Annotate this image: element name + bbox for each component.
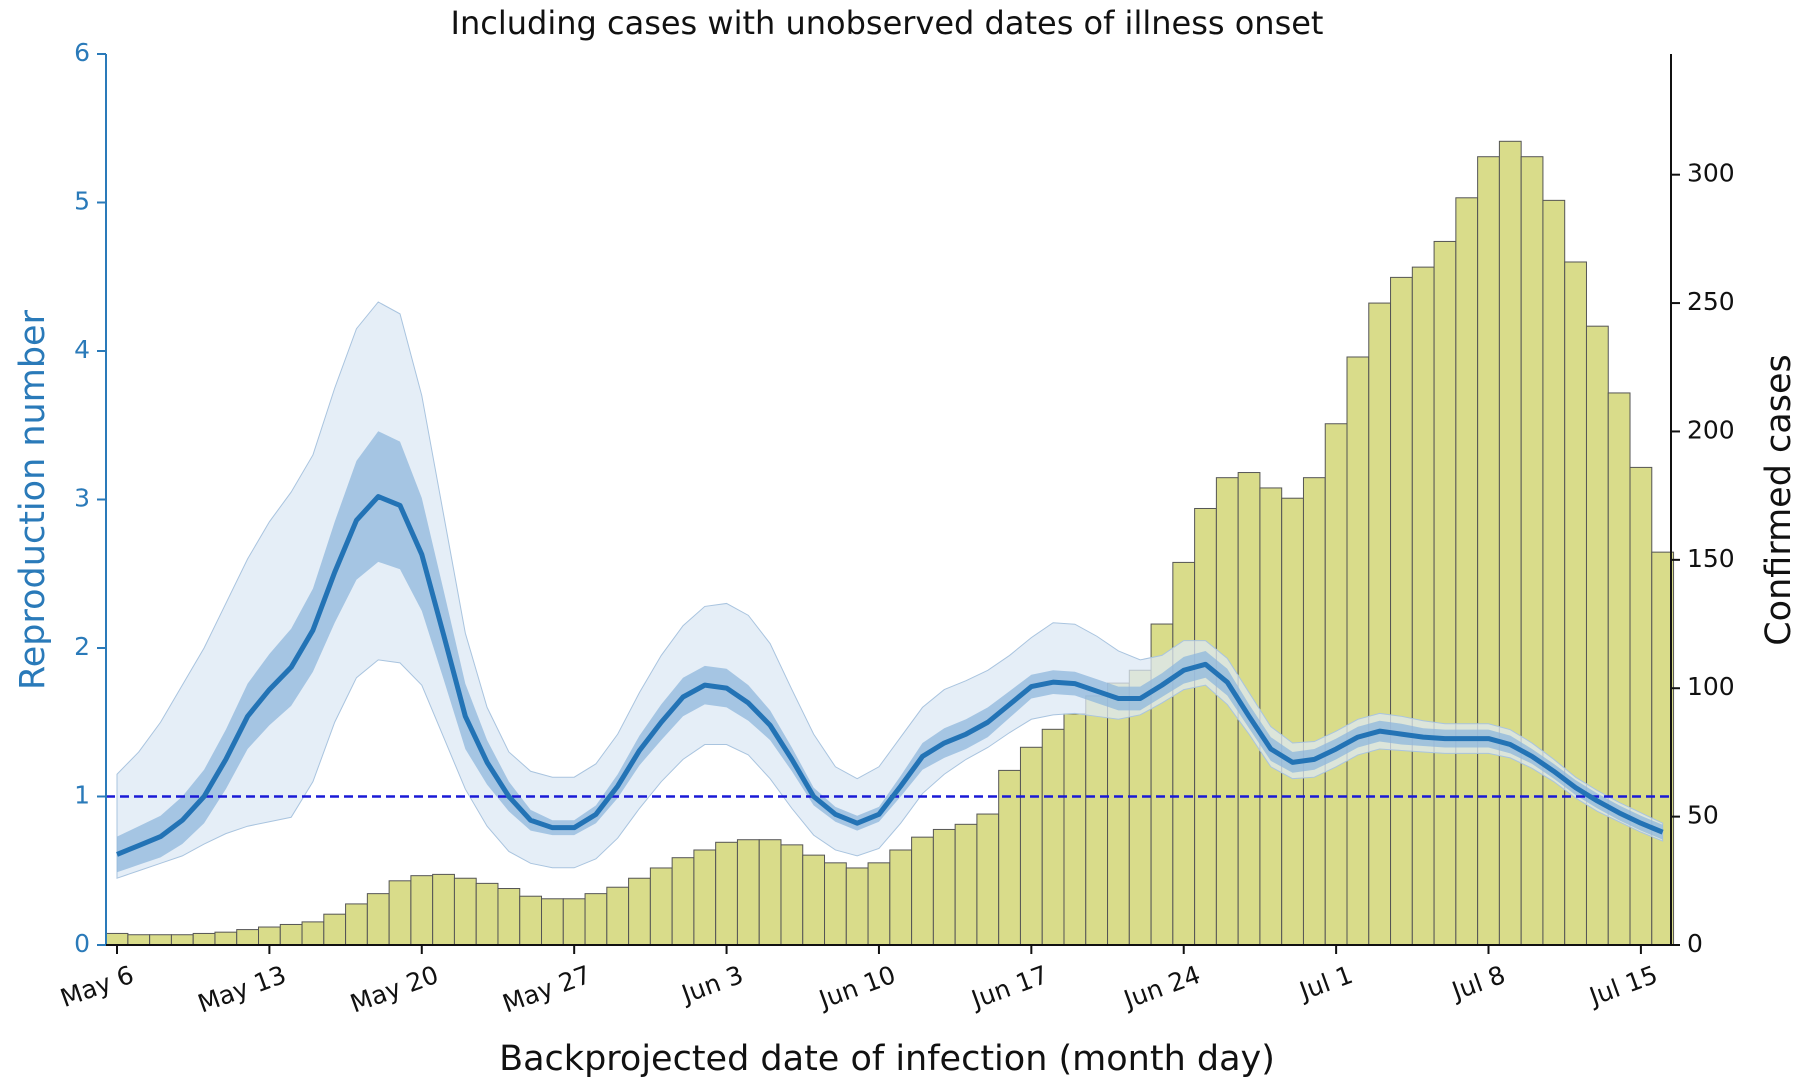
y2-axis-label: Confirmed cases (1759, 354, 1799, 646)
bar (192, 932, 216, 946)
y2-tick-label: 100 (1687, 672, 1735, 701)
bar (693, 849, 717, 946)
bar (366, 893, 390, 946)
bar (1019, 746, 1043, 946)
y-tick-label: 0 (74, 929, 90, 958)
y-axis-label: Reproduction number (13, 309, 53, 690)
bar (149, 934, 172, 946)
bar (301, 921, 325, 946)
bar (1346, 356, 1370, 946)
ci-50-band (117, 431, 1663, 873)
bar (519, 895, 543, 946)
bar (1542, 199, 1566, 946)
x-tick-label: Jun 17 (966, 960, 1052, 1015)
bar (780, 844, 804, 946)
x-tick-label: May 6 (57, 960, 138, 1013)
bar (1085, 695, 1109, 946)
bar (432, 873, 455, 946)
ci-95-band (116, 301, 1664, 879)
bar (1629, 466, 1653, 946)
bar (715, 841, 738, 946)
bar (628, 877, 651, 946)
bar (1498, 140, 1522, 946)
bar (279, 923, 303, 946)
x-tick-label: Jul 8 (1446, 960, 1509, 1006)
bar (1172, 561, 1196, 946)
bar (1520, 156, 1544, 946)
bar (105, 932, 129, 946)
y2-tick-label: 200 (1687, 415, 1735, 444)
bar (1585, 325, 1609, 946)
y2-tick-label: 250 (1687, 287, 1735, 316)
bar (1302, 477, 1326, 946)
bar (388, 880, 412, 946)
y2-tick-label: 150 (1687, 544, 1735, 573)
y-tick-label: 2 (74, 632, 90, 661)
bar (410, 875, 434, 946)
bar (845, 867, 869, 946)
bar (671, 857, 695, 946)
bar (824, 862, 847, 946)
bar (932, 828, 956, 946)
bar (802, 854, 826, 946)
y-tick-label: 3 (74, 484, 90, 513)
bar (606, 886, 630, 946)
bar (323, 913, 347, 946)
x-tick-label: Jun 3 (676, 960, 747, 1009)
bar (1433, 240, 1457, 946)
bar (1041, 728, 1065, 946)
bar (584, 893, 608, 946)
bar (1564, 261, 1587, 946)
bar (345, 903, 368, 946)
bar (214, 931, 238, 946)
bar (1107, 682, 1130, 946)
bar (453, 877, 477, 946)
bar (170, 934, 194, 946)
bar (1281, 497, 1304, 946)
x-tick-label: May 27 (499, 960, 595, 1019)
x-tick-label: May 13 (194, 960, 290, 1019)
bar (1368, 302, 1392, 946)
x-tick-label: Jun 24 (1118, 960, 1204, 1015)
x-tick-label: Jul 1 (1294, 960, 1357, 1006)
y-tick-label: 5 (74, 187, 90, 216)
bar (541, 898, 564, 946)
bar (1390, 276, 1413, 946)
y-tick-label: 6 (74, 38, 90, 67)
bar (1455, 197, 1479, 946)
y2-tick-label: 50 (1687, 801, 1719, 830)
bar (1324, 423, 1348, 946)
bar (911, 836, 934, 946)
bar (1411, 266, 1435, 946)
bar (736, 839, 760, 946)
bar (1063, 713, 1087, 946)
bar (258, 926, 281, 946)
bar (1194, 507, 1217, 946)
bar (889, 849, 913, 946)
x-tick-label: May 20 (346, 960, 442, 1019)
y-tick-label: 4 (74, 335, 90, 364)
bar (1477, 156, 1500, 946)
bar (562, 898, 586, 946)
y2-tick-label: 300 (1687, 159, 1735, 188)
bar (236, 929, 260, 946)
y2-tick-label: 0 (1687, 929, 1703, 958)
y-tick-label: 1 (74, 781, 90, 810)
bar (475, 882, 499, 946)
bar (976, 813, 1000, 946)
chart-title: Including cases with unobserved dates of… (451, 4, 1324, 42)
bar (649, 867, 673, 946)
bar (867, 862, 891, 946)
bar (127, 934, 151, 946)
x-axis-label: Backprojected date of infection (month d… (499, 1039, 1275, 1079)
bar (497, 888, 521, 946)
median-line (116, 494, 1664, 857)
x-tick-label: Jul 15 (1584, 960, 1662, 1012)
bar (954, 823, 978, 946)
x-tick-label: Jun 10 (814, 960, 900, 1015)
bar (758, 839, 782, 946)
bar (1607, 392, 1631, 946)
